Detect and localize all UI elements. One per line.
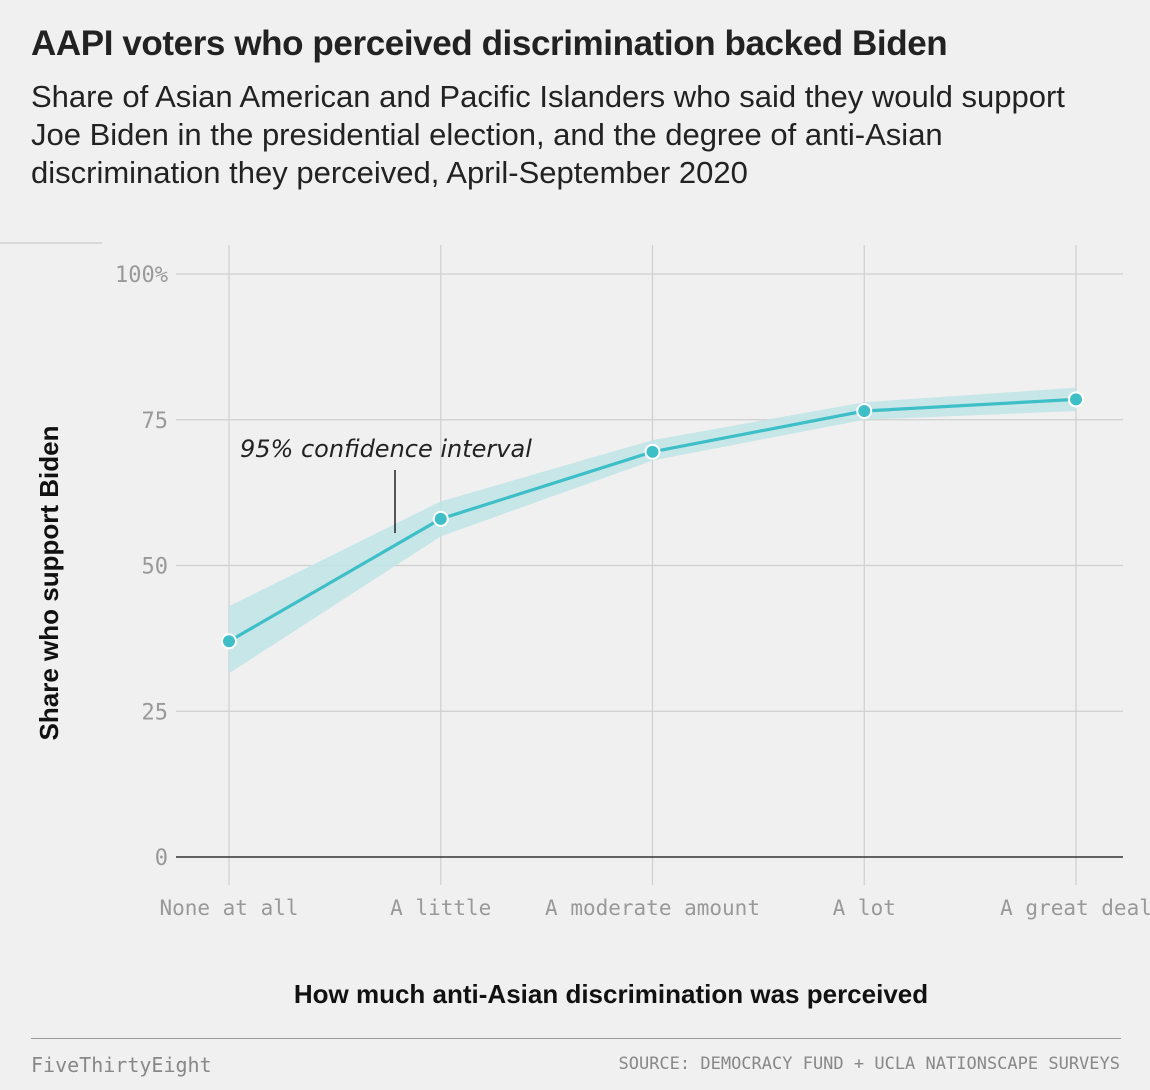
- annotation-layer: 95% confidence interval: [240, 435, 532, 533]
- y-tick-label: 0: [155, 846, 168, 871]
- x-tick-label: A little: [390, 896, 491, 920]
- y-tick-label: 100%: [115, 263, 168, 288]
- tick-labels: 0 25 50 75 100% None at all A little A moderate…: [115, 263, 1150, 920]
- data-point: [432, 510, 449, 527]
- y-tick-label: 25: [142, 700, 169, 725]
- footer-divider: [31, 1038, 1121, 1039]
- x-tick-label: A lot: [833, 896, 896, 920]
- x-tick-label: None at all: [159, 896, 298, 920]
- brand-label: FiveThirtyEight: [31, 1053, 212, 1077]
- chart-title: AAPI voters who perceived discrimination…: [31, 24, 948, 63]
- y-axis-label: Share who support Biden: [34, 426, 64, 741]
- y-tick-label: 50: [142, 555, 169, 580]
- line-chart: 0 25 50 75 100% None at all A little A moderate…: [0, 242, 1150, 1009]
- annotation-label: 95% confidence interval: [240, 435, 532, 463]
- data-point: [1068, 391, 1084, 408]
- data-points: [221, 391, 1084, 650]
- data-point: [221, 633, 237, 650]
- chart-subtitle: Share of Asian American and Pacific Isla…: [31, 79, 1065, 190]
- x-axis-label: How much anti-Asian discrimination was p…: [294, 979, 928, 1009]
- x-tick-label: A moderate amount: [545, 896, 760, 920]
- source-label: SOURCE: DEMOCRACY FUND + UCLA NATIONSCAP…: [618, 1054, 1120, 1074]
- data-point: [856, 403, 873, 420]
- data-point: [644, 443, 661, 460]
- x-tick-label: A great deal: [1000, 896, 1150, 920]
- y-tick-label: 75: [142, 409, 169, 434]
